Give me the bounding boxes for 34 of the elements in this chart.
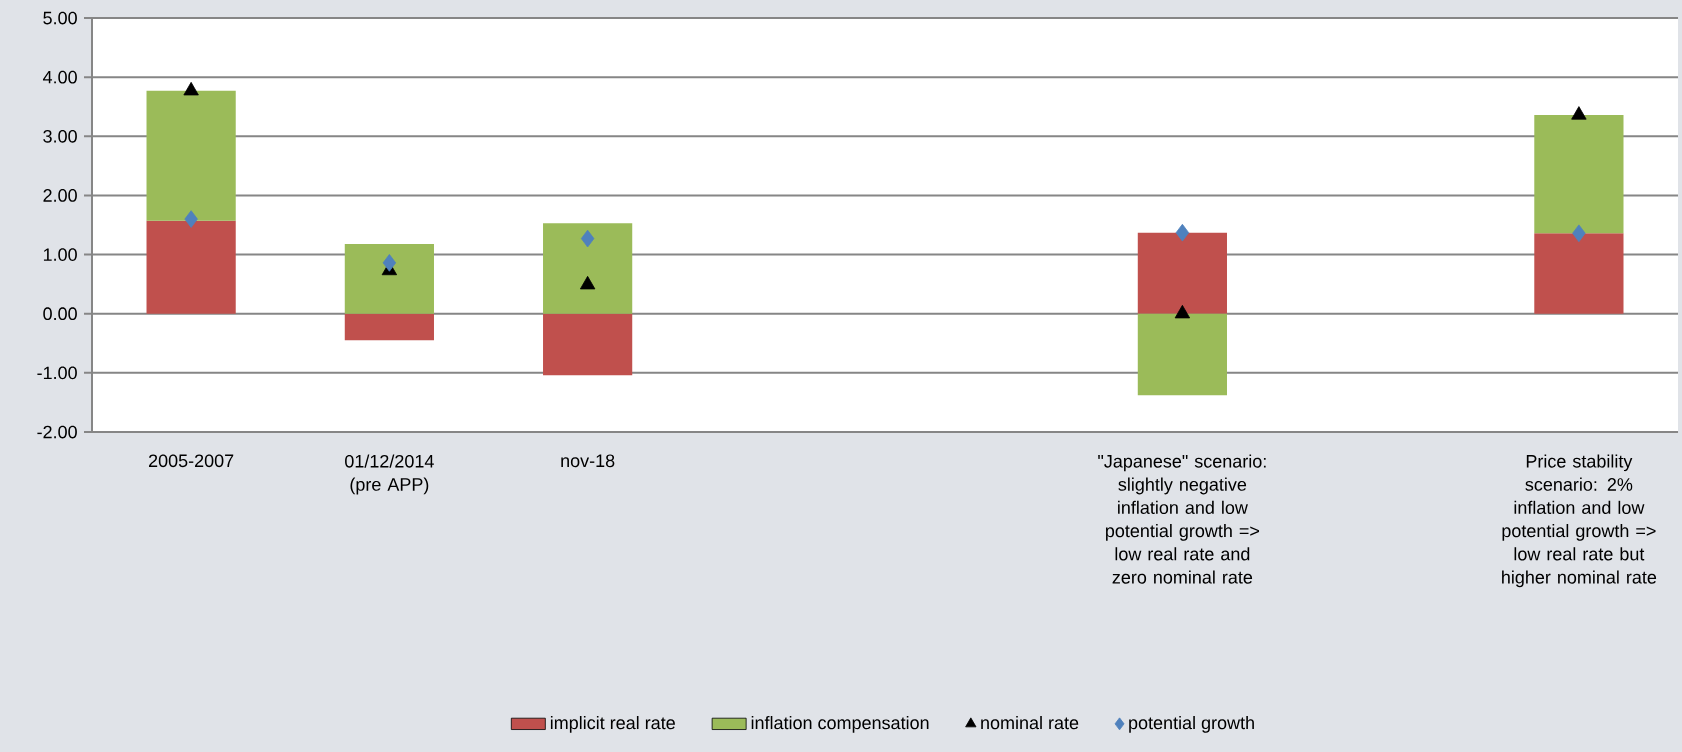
point: [1175, 223, 1190, 242]
legend-label: nominal rate: [981, 716, 1079, 730]
y-tick-label: 5.00: [43, 11, 77, 25]
x-tick-label: Price stability scenario: 2% inflation and low potential growth => low real rate but higher nominal rate: [1502, 454, 1657, 588]
point: [184, 210, 198, 228]
y-tick-label: 1.00: [43, 248, 77, 261]
x-tick-label: 2005-2007: [148, 454, 234, 468]
bar: [344, 243, 434, 314]
y-tick-label: 0.00: [43, 307, 77, 321]
legend-label: inflation compensation: [751, 716, 929, 733]
legend-label: potential growth: [1129, 716, 1254, 733]
bar: [146, 90, 236, 221]
bar: [1534, 115, 1624, 234]
bar: [1137, 313, 1227, 396]
y-tick-label: 3.00: [43, 129, 77, 143]
point: [1571, 106, 1587, 120]
point: [382, 254, 397, 272]
x-tick-label: 01/12/2014 (pre APP): [345, 454, 434, 495]
y-tick-label: 4.00: [42, 70, 77, 84]
bar: [1137, 232, 1227, 314]
x-tick-label: nov-18: [561, 454, 615, 468]
point: [1572, 224, 1586, 243]
y-tick-label: -2.00: [37, 425, 77, 439]
bar: [1534, 233, 1624, 314]
bar: [543, 313, 633, 376]
point: [580, 229, 595, 248]
y-tick-label: -1.00: [37, 366, 77, 380]
y-tick-label: 2.00: [43, 189, 77, 202]
x-tick-label: "Japanese" scenario: slightly negative inflation and low potential growth => low real rate and zero nominal rate: [1098, 454, 1266, 584]
bar: [344, 313, 434, 341]
legend-label: implicit real rate: [550, 716, 675, 733]
bar: [543, 223, 633, 314]
point: [183, 81, 199, 96]
bar: [146, 220, 236, 314]
